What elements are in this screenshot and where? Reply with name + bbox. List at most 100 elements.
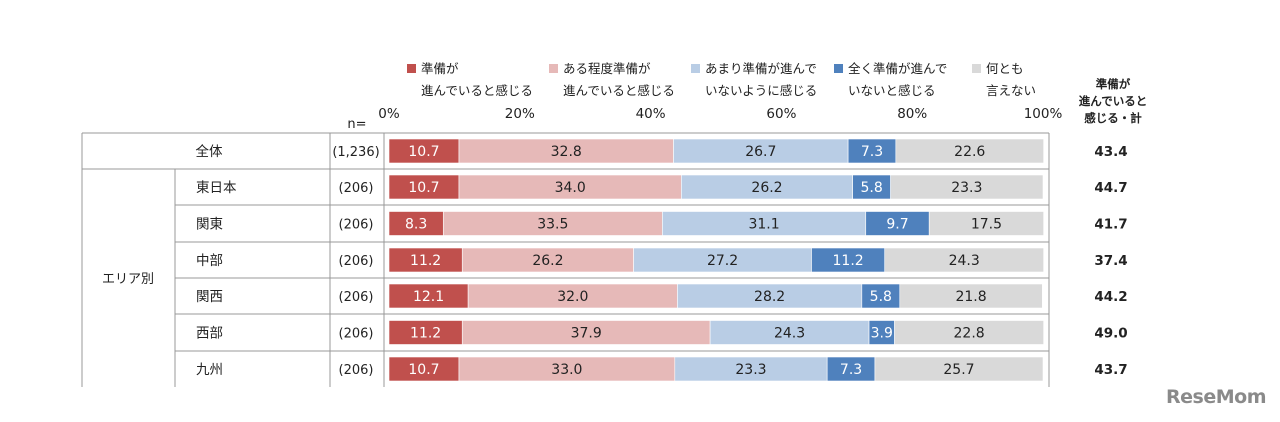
data-label: 21.8 [955,289,986,305]
legend-label-line2: 言えない [986,83,1036,98]
data-label: 10.7 [408,362,439,378]
data-label: 32.8 [551,144,582,160]
x-tick-label: 0% [378,106,400,122]
data-label: 27.2 [707,253,738,269]
bar-segment [467,283,678,309]
bar-segment [890,174,1044,200]
bar-segment [928,211,1044,236]
row-n: (206) [339,327,374,342]
group-label: エリア別 [102,272,154,287]
data-label: 5.8 [861,180,883,196]
row-n: (206) [339,290,374,305]
stacked-bar-chart: 準備が進んでいると感じるある程度準備が進んでいると感じるあまり準備が進んでいない… [81,61,1147,387]
row-label: 全体 [196,143,223,160]
x-tick-label: 100% [1024,106,1063,122]
legend-swatch [972,64,981,73]
data-label: 10.7 [408,144,439,160]
bar-segment [442,211,663,236]
bar-segment [868,320,895,345]
row-n: (206) [339,254,374,269]
total-header-line: 進んでいると [1079,94,1147,108]
data-label: 26.2 [751,180,782,196]
legend-label-line1: 準備が [421,61,459,76]
data-label: 28.2 [754,289,785,305]
bar-segment [461,247,634,273]
row-total: 44.2 [1094,289,1127,305]
total-header-line: 感じる・計 [1084,111,1142,125]
bar-segment [674,356,828,382]
bar-segment [852,174,891,200]
row-n: (206) [339,181,374,196]
legend-label-line2: いないと感じる [848,83,936,98]
row-total: 37.4 [1094,253,1127,269]
row-label: 九州 [196,362,223,378]
data-label: 22.6 [954,144,985,160]
total-header-line: 準備が [1096,77,1131,91]
legend-swatch [691,64,700,73]
legend-swatch [407,64,416,73]
data-label: 25.7 [943,362,974,378]
data-label: 34.0 [555,180,586,196]
bar-segment [388,211,444,236]
bar-segment [894,320,1044,345]
data-label: 33.0 [551,362,582,378]
row-total: 41.7 [1094,217,1127,233]
data-label: 23.3 [735,362,766,378]
data-label: 24.3 [949,253,980,269]
data-label: 5.8 [870,289,892,305]
row-label: 関西 [196,289,223,305]
data-label: 9.7 [886,217,908,233]
data-label: 31.1 [748,217,779,233]
data-label: 11.2 [833,253,864,269]
row-total: 44.7 [1094,180,1127,196]
bar-segment [388,283,469,309]
bar-segment [458,138,674,164]
data-label: 11.2 [410,326,441,342]
bar-segment [388,138,460,164]
data-label: 37.9 [571,326,602,342]
bar-segment [847,138,897,164]
row-total: 43.7 [1094,362,1127,378]
row-n: (1,236) [332,145,379,160]
data-label: 22.8 [954,326,985,342]
data-label: 26.2 [532,253,563,269]
legend-swatch [834,64,843,73]
legend-swatch [549,64,558,73]
row-label: 東日本 [196,180,237,196]
data-label: 11.2 [410,253,441,269]
bar-segment [874,356,1044,382]
bar-segment [388,247,463,273]
data-label: 7.3 [840,362,862,378]
data-label: 33.5 [537,217,568,233]
x-tick-label: 80% [897,106,927,122]
bar-segment [461,320,711,345]
bar-segment [633,247,812,273]
data-label: 26.7 [745,144,776,160]
row-n: (206) [339,218,374,233]
legend-label-line1: あまり準備が進んで [705,61,817,76]
data-label: 8.3 [405,217,427,233]
bar-segment [662,211,867,236]
data-label: 12.1 [413,289,444,305]
x-tick-label: 40% [636,106,666,122]
data-label: 17.5 [971,217,1002,233]
data-label: 7.3 [861,144,883,160]
data-label: 10.7 [408,180,439,196]
bar-segment [458,174,682,200]
row-total: 43.4 [1094,144,1127,160]
legend-label-line1: ある程度準備が [563,61,651,76]
row-n: (206) [339,363,374,378]
legend-label-line2: 進んでいると感じる [563,83,675,98]
x-tick-label: 20% [505,106,535,122]
legend-label-line1: 全く準備が進んで [848,61,947,76]
row-label: 関東 [196,217,223,233]
data-label: 23.3 [951,180,982,196]
resemom-logo: ReseMom [1166,386,1266,408]
x-tick-label: 60% [766,106,796,122]
row-label: 中部 [196,253,223,269]
row-label: 西部 [196,326,223,342]
n-label: n= [347,117,366,132]
data-label: 24.3 [774,326,805,342]
row-total: 49.0 [1094,326,1127,342]
bar-segment [388,356,460,382]
